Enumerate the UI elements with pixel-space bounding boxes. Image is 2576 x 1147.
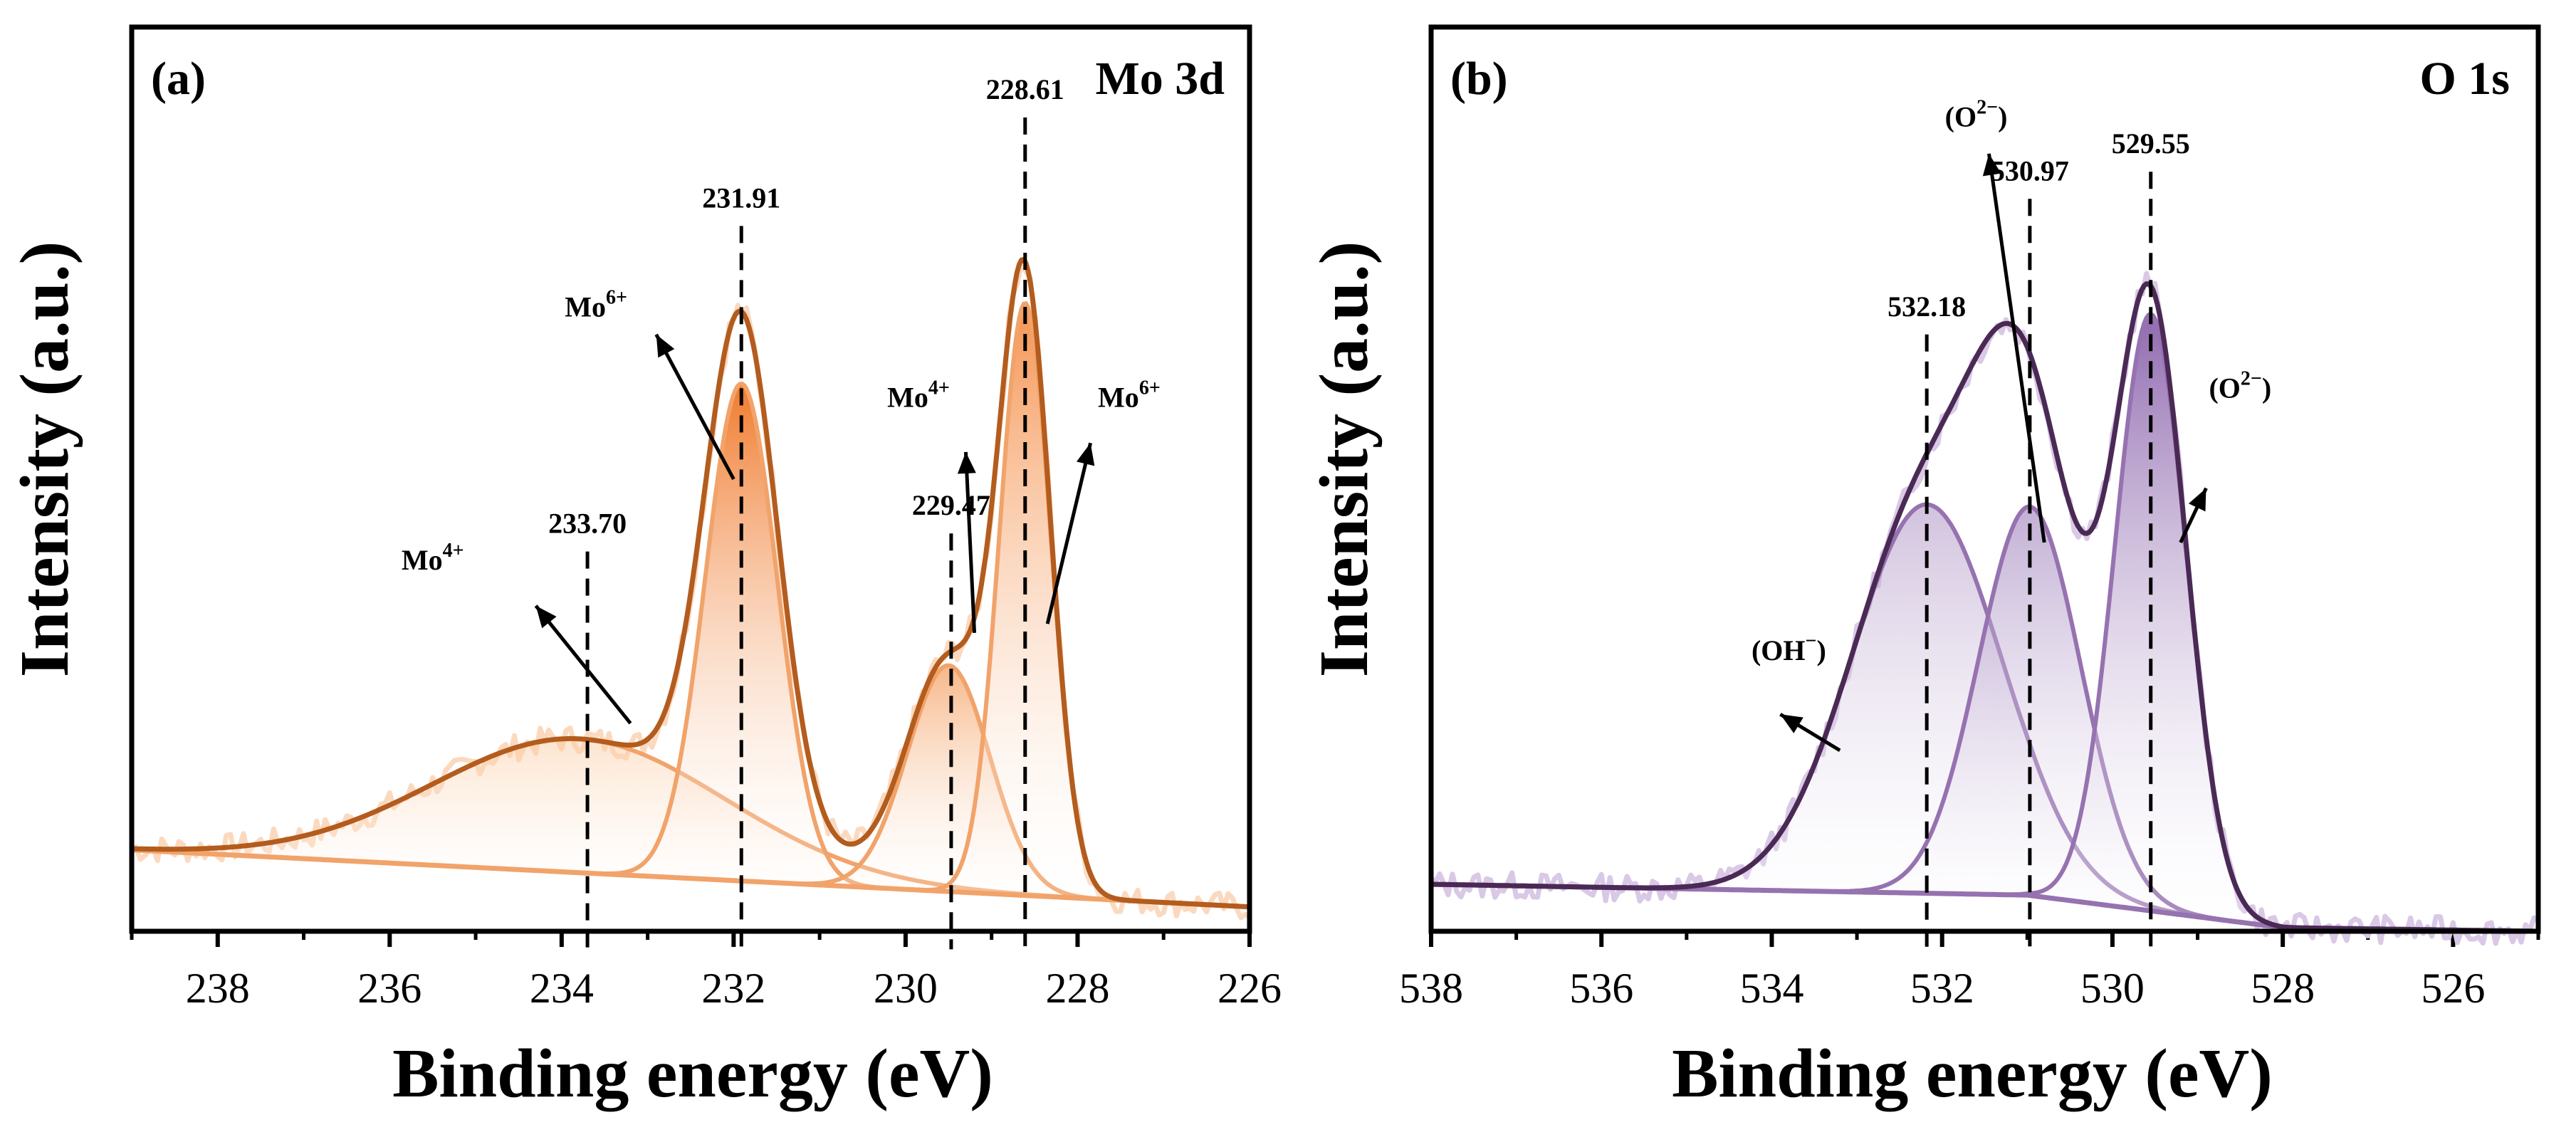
annotation-arrow-head xyxy=(1982,153,2001,177)
x-tick-label: 228 xyxy=(1045,965,1109,1012)
plot-area: 538 536 534 532 530 528 526 532.18 530.97 529.55 (… xyxy=(1399,97,2540,1012)
annotation-arrow-head xyxy=(1076,443,1095,466)
peak-fill xyxy=(923,303,1127,901)
peak-position-label: 228.61 xyxy=(986,73,1064,105)
x-tick-label: 526 xyxy=(2421,965,2485,1012)
x-tick-label: 530 xyxy=(2080,965,2145,1012)
species-label: Mo4+ xyxy=(402,540,464,576)
annotation-arrow-head xyxy=(1780,714,1803,733)
x-tick-label: 238 xyxy=(186,965,250,1012)
annotation-arrow-head xyxy=(535,605,557,629)
plot-area: 238 236 234 232 230 228 226 233.70 231.91 229.47 2… xyxy=(130,73,1282,1012)
raw-data-line xyxy=(1429,271,2540,946)
y-axis-title: Intensity (a.u.) xyxy=(6,241,83,678)
peak-position-label: 529.55 xyxy=(2112,127,2190,159)
x-tick-label: 232 xyxy=(701,965,765,1012)
species-label: Mo6+ xyxy=(565,286,627,323)
x-tick-label: 236 xyxy=(357,965,422,1012)
plot-frame xyxy=(1428,24,2541,934)
annotation-arrow-line xyxy=(654,333,735,481)
envelope-line xyxy=(1430,281,2539,934)
species-label: (O2−) xyxy=(1945,97,2008,133)
peak-component-line xyxy=(599,381,886,891)
panel-b-o1s: Intensity (a.u.) Binding energy (eV) 538… xyxy=(1306,24,2541,1112)
peak-position-label: 229.47 xyxy=(912,489,990,521)
x-tick-label: 532 xyxy=(1910,965,1974,1012)
x-axis-ticks: 538 536 534 532 530 528 526 xyxy=(1399,931,2540,1012)
species-label: (OH−) xyxy=(1752,630,1826,666)
annotation-arrow-head xyxy=(2188,488,2206,512)
panel-label: (a) xyxy=(151,53,206,105)
peak-fill xyxy=(784,665,1114,900)
background-line xyxy=(131,847,1250,910)
x-axis-ticks: 238 236 234 232 230 228 226 xyxy=(130,931,1282,1012)
x-tick-label: 528 xyxy=(2251,965,2315,1012)
envelope-line xyxy=(131,257,1250,910)
x-tick-label: 538 xyxy=(1399,965,1463,1012)
panel-title: O 1s xyxy=(2419,53,2510,105)
x-axis-title: Binding energy (eV) xyxy=(1672,1035,2273,1112)
annotation-arrow-line xyxy=(963,451,977,634)
species-label: (O2−) xyxy=(2209,368,2271,404)
species-label: Mo6+ xyxy=(1098,377,1161,413)
panel-label: (b) xyxy=(1450,53,1508,105)
x-axis-title: Binding energy (eV) xyxy=(392,1035,993,1112)
peak-position-label: 532.18 xyxy=(1888,290,1966,323)
annotation-arrow-line xyxy=(1045,442,1093,624)
annotation-arrow-head xyxy=(957,451,976,474)
peak-position-label: 233.70 xyxy=(548,508,627,540)
species-label: Mo4+ xyxy=(887,377,950,413)
panel-title: Mo 3d xyxy=(1096,53,1225,105)
peak-fill xyxy=(1628,504,2226,921)
x-tick-label: 534 xyxy=(1739,965,1803,1012)
x-tick-label: 226 xyxy=(1218,965,1282,1012)
annotation-arrow-line xyxy=(534,604,632,725)
annotation-arrow-head xyxy=(656,334,675,358)
annotation-arrow-line xyxy=(1987,153,2046,543)
x-tick-label: 230 xyxy=(874,965,938,1012)
x-tick-label: 536 xyxy=(1569,965,1633,1012)
peak-position-label: 231.91 xyxy=(702,182,780,214)
peak-position-label: 530.97 xyxy=(1991,154,2069,187)
x-tick-label: 234 xyxy=(530,965,594,1012)
y-axis-title: Intensity (a.u.) xyxy=(1306,241,1383,678)
panel-a-mo3d: Intensity (a.u.) Binding energy (eV) 238… xyxy=(6,24,1282,1112)
plot-frame xyxy=(129,24,1252,934)
